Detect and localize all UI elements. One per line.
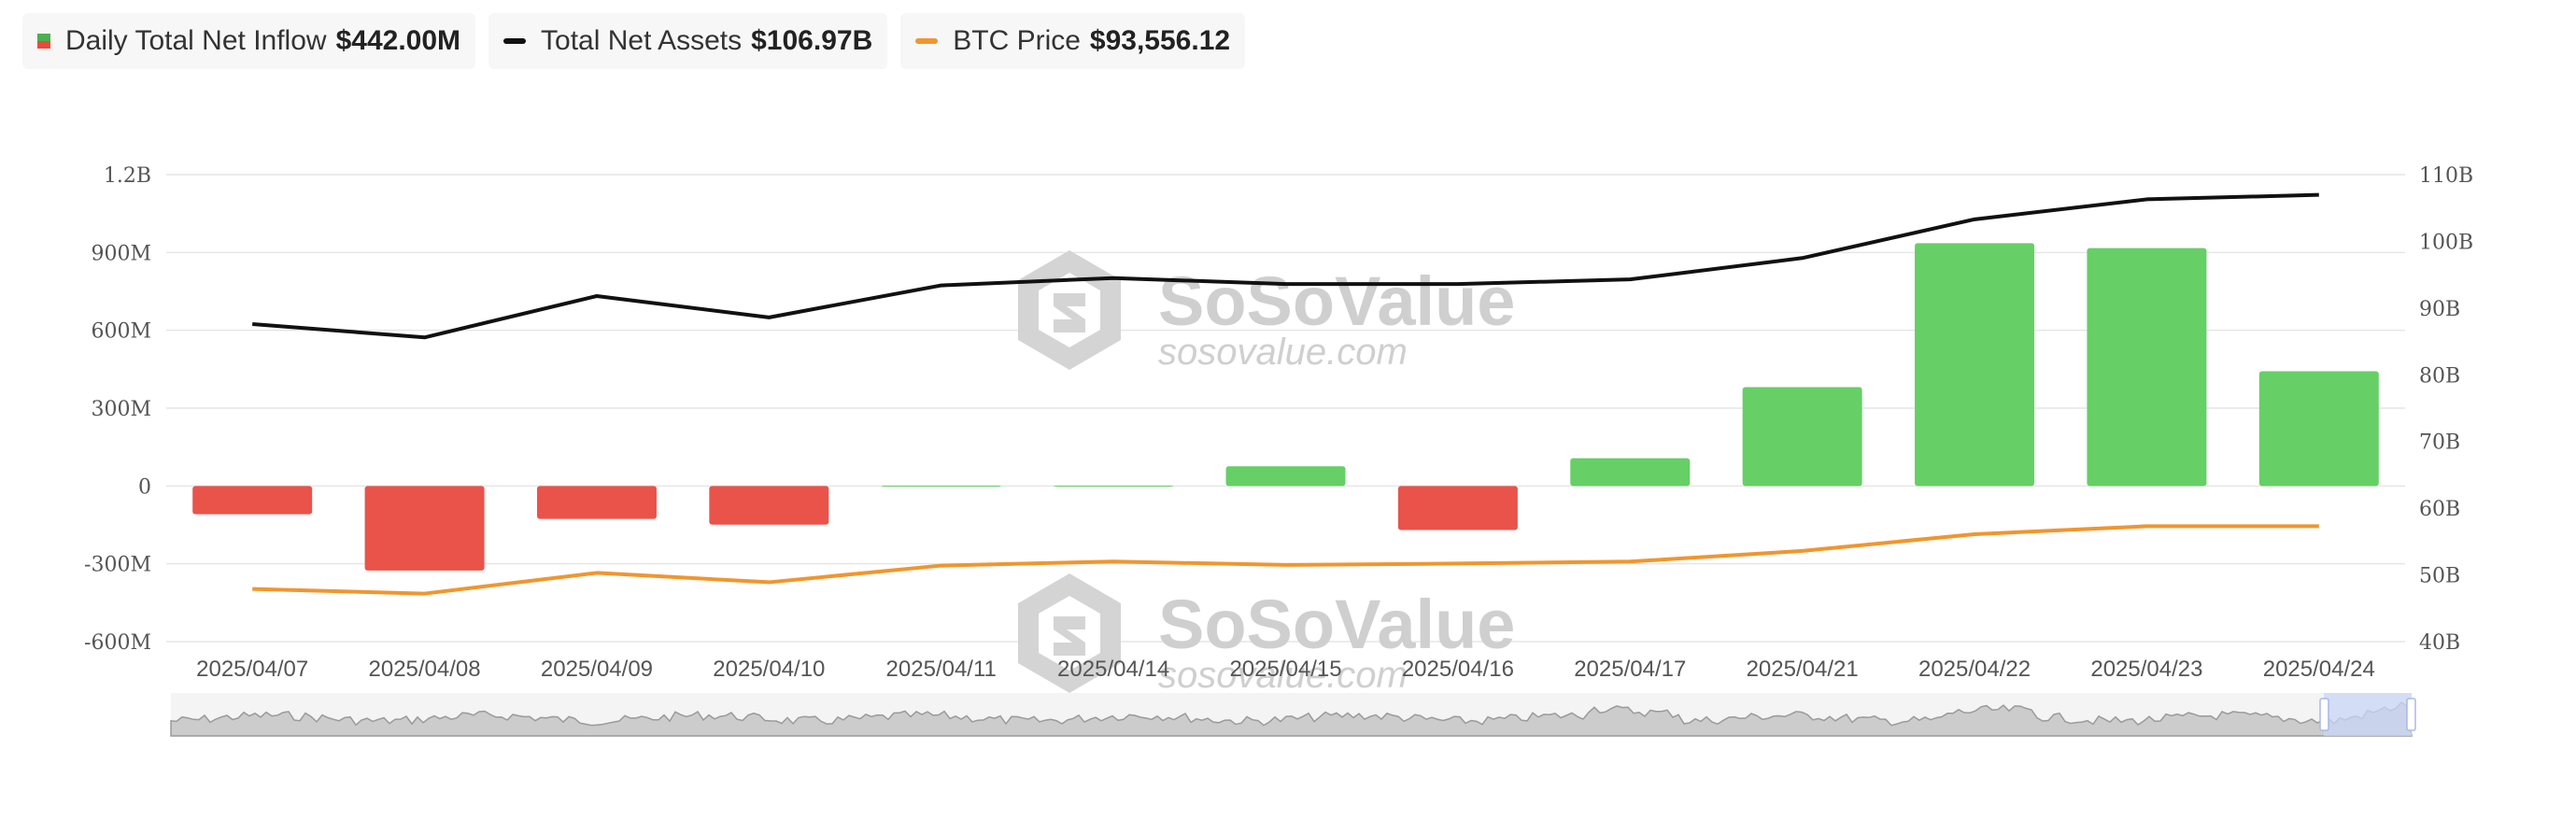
x-tick-label: 2025/04/17 xyxy=(1574,657,1686,682)
inflow-bar xyxy=(192,486,313,515)
btc-price-line xyxy=(252,524,2319,596)
inflow-bar xyxy=(536,486,657,519)
x-axis: 2025/04/07 2025/04/08 2025/04/09 2025/04/10… xyxy=(196,657,2375,682)
y-right-tick-label: 60B xyxy=(2419,498,2460,521)
logo-glyph xyxy=(1054,293,1085,332)
x-tick-label: 2025/04/07 xyxy=(196,657,308,682)
logo-glyph xyxy=(1054,616,1085,656)
watermark-brand: SoSoValue xyxy=(1158,586,1515,663)
x-tick-label: 2025/04/21 xyxy=(1747,657,1859,682)
y-tick-label: 0 xyxy=(138,475,151,499)
y-tick-label: 300M xyxy=(91,398,151,421)
x-tick-label: 2025/04/10 xyxy=(713,657,825,682)
line-series-icon xyxy=(503,38,527,44)
inflow-bar xyxy=(1054,486,1174,488)
legend-item-net-assets[interactable]: Total Net Assets $106.97B xyxy=(488,13,888,69)
x-tick-label: 2025/04/08 xyxy=(369,657,481,682)
watermark: SoSoValuesosovalue.comSoSoValuesosovalue… xyxy=(1018,250,1515,696)
bar-series-icon xyxy=(37,34,50,49)
line-series-icon xyxy=(915,38,939,44)
y-right-tick-label: 80B xyxy=(2419,364,2460,388)
navigator-selection xyxy=(2324,693,2412,736)
legend-item-btc-price[interactable]: BTC Price $93,556.12 xyxy=(900,13,1246,69)
series-lines xyxy=(252,192,2319,596)
inflow-bar xyxy=(364,486,485,571)
legend-value: $442.00M xyxy=(335,25,461,56)
inflow-bar xyxy=(881,486,1001,488)
y-right-tick-label: 110B xyxy=(2419,164,2473,188)
inflow-bar xyxy=(2087,247,2207,487)
inflow-bar xyxy=(1397,486,1518,530)
legend-label: Total Net Assets xyxy=(541,25,743,56)
navigator-series xyxy=(170,701,2413,737)
x-tick-label: 2025/04/09 xyxy=(541,657,653,682)
y-right-tick-label: 100B xyxy=(2419,231,2473,254)
inflow-bar xyxy=(1570,458,1691,487)
y-tick-label: 900M xyxy=(91,242,151,265)
grid xyxy=(166,174,2405,643)
x-tick-label: 2025/04/11 xyxy=(886,657,997,682)
net-assets-line xyxy=(252,192,2319,340)
right-axis: 110B 100B 90B 80B 70B 60B 50B 40B xyxy=(2419,164,2473,655)
navigator[interactable] xyxy=(170,693,2416,737)
legend-value: $93,556.12 xyxy=(1089,25,1231,56)
y-tick-label: 1.2B xyxy=(104,164,151,188)
x-tick-label: 2025/04/16 xyxy=(1402,657,1514,682)
legend-label: Daily Total Net Inflow xyxy=(65,25,327,56)
x-tick-label: 2025/04/15 xyxy=(1229,657,1341,682)
inflow-bar xyxy=(1915,243,2035,487)
watermark-brand: SoSoValue xyxy=(1158,262,1515,340)
bar-icon-negative xyxy=(37,41,50,49)
inflow-bars xyxy=(192,243,2379,571)
x-tick-label: 2025/04/22 xyxy=(1918,657,2031,682)
legend-value: $106.97B xyxy=(751,25,873,56)
x-tick-label: 2025/04/23 xyxy=(2090,657,2202,682)
legend-label: BTC Price xyxy=(953,25,1081,56)
inflow-bar xyxy=(2258,371,2379,487)
watermark-url: sosovalue.com xyxy=(1158,655,1408,696)
legend-item-net-inflow[interactable]: Daily Total Net Inflow $442.00M xyxy=(22,13,476,69)
navigator-handle-right xyxy=(2406,698,2416,731)
legend: Daily Total Net Inflow $442.00M Total Ne… xyxy=(22,13,1246,69)
left-axis: 1.2B 900M 600M 300M 0 -300M -600M xyxy=(84,164,151,655)
inflow-bar xyxy=(1225,466,1346,487)
y-right-tick-label: 50B xyxy=(2419,565,2460,588)
navigator-handle-left xyxy=(2319,698,2329,731)
x-tick-label: 2025/04/14 xyxy=(1057,657,1169,682)
x-tick-label: 2025/04/24 xyxy=(2263,657,2375,682)
watermark-url: sosovalue.com xyxy=(1158,332,1408,373)
bar-icon-positive xyxy=(37,34,50,41)
y-right-tick-label: 40B xyxy=(2419,631,2460,655)
y-right-tick-label: 90B xyxy=(2419,298,2460,321)
y-right-tick-label: 70B xyxy=(2419,431,2460,455)
y-tick-label: 600M xyxy=(91,320,151,344)
inflow-bar xyxy=(709,486,829,525)
y-tick-label: -600M xyxy=(84,631,151,655)
y-tick-label: -300M xyxy=(84,554,151,577)
inflow-bar xyxy=(1742,387,1862,487)
